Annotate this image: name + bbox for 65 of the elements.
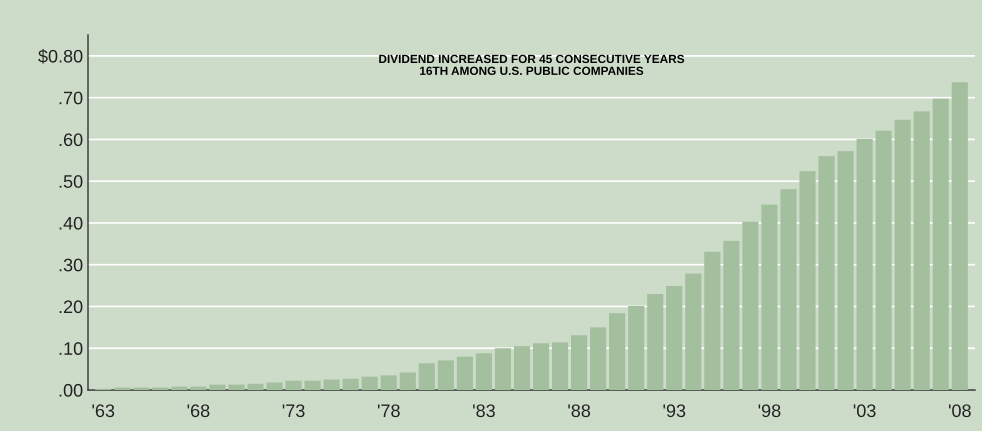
bar bbox=[570, 335, 588, 390]
bar bbox=[324, 380, 340, 390]
bar bbox=[666, 286, 682, 390]
bar bbox=[133, 387, 150, 390]
bar bbox=[780, 189, 797, 390]
bar bbox=[799, 171, 816, 390]
bar bbox=[476, 353, 492, 390]
bar bbox=[723, 240, 740, 390]
bar bbox=[190, 386, 206, 390]
x-tick-label: '08 bbox=[948, 404, 971, 418]
x-tick-label: '98 bbox=[758, 404, 780, 418]
bar bbox=[285, 380, 302, 390]
bar bbox=[685, 273, 702, 390]
bar bbox=[628, 306, 644, 390]
x-tick-label: '88 bbox=[568, 404, 590, 418]
bar bbox=[400, 372, 416, 390]
x-tick-label: '63 bbox=[92, 404, 114, 418]
bar bbox=[342, 378, 359, 390]
y-tick-label: .50 bbox=[60, 175, 82, 188]
bar bbox=[532, 343, 550, 390]
bar bbox=[590, 327, 606, 390]
bar bbox=[494, 348, 512, 390]
y-tick-label: .00 bbox=[60, 384, 82, 397]
bar bbox=[362, 376, 378, 390]
y-tick-label: .20 bbox=[60, 300, 82, 314]
bar bbox=[304, 380, 321, 390]
x-tick-label: '03 bbox=[854, 404, 876, 418]
bar bbox=[228, 384, 245, 390]
bar bbox=[514, 346, 530, 390]
bar bbox=[914, 111, 930, 390]
y-tick-label: .60 bbox=[60, 133, 82, 146]
bar bbox=[761, 204, 778, 390]
bar bbox=[837, 151, 854, 390]
bar bbox=[456, 356, 473, 390]
bar bbox=[171, 386, 188, 390]
bar bbox=[704, 252, 720, 390]
text: DIVIDEND INCREASED FOR 45 CONSECUTIVE YEARS 16TH AMONG U.S. PUBLIC COMPANIES bbox=[379, 54, 684, 75]
bar bbox=[266, 382, 283, 390]
bar bbox=[152, 387, 168, 390]
bar bbox=[114, 387, 130, 390]
y-tick-label: .40 bbox=[60, 216, 82, 230]
bar bbox=[932, 98, 949, 390]
bar bbox=[876, 130, 892, 390]
bar bbox=[647, 294, 664, 390]
y-tick-label: .70 bbox=[60, 92, 82, 104]
x-tick-label: '78 bbox=[378, 404, 400, 418]
x-tick-label: '68 bbox=[188, 404, 210, 418]
x-tick-label: '73 bbox=[282, 404, 305, 418]
bar bbox=[380, 375, 397, 390]
bar bbox=[742, 222, 758, 390]
bar bbox=[818, 156, 835, 390]
bar bbox=[609, 313, 626, 390]
bar bbox=[552, 342, 568, 390]
bar bbox=[418, 363, 435, 390]
x-tick-label: '93 bbox=[663, 404, 686, 418]
x-tick-label: '83 bbox=[473, 404, 495, 418]
y-tick-label: .10 bbox=[60, 342, 82, 355]
bar bbox=[247, 384, 264, 390]
y-tick-label: $0.80 bbox=[38, 49, 82, 64]
bar bbox=[856, 138, 873, 390]
bar bbox=[209, 384, 226, 390]
bar bbox=[952, 82, 968, 390]
y-tick-label: .30 bbox=[60, 258, 82, 272]
bar bbox=[894, 120, 911, 390]
bar bbox=[438, 360, 454, 390]
